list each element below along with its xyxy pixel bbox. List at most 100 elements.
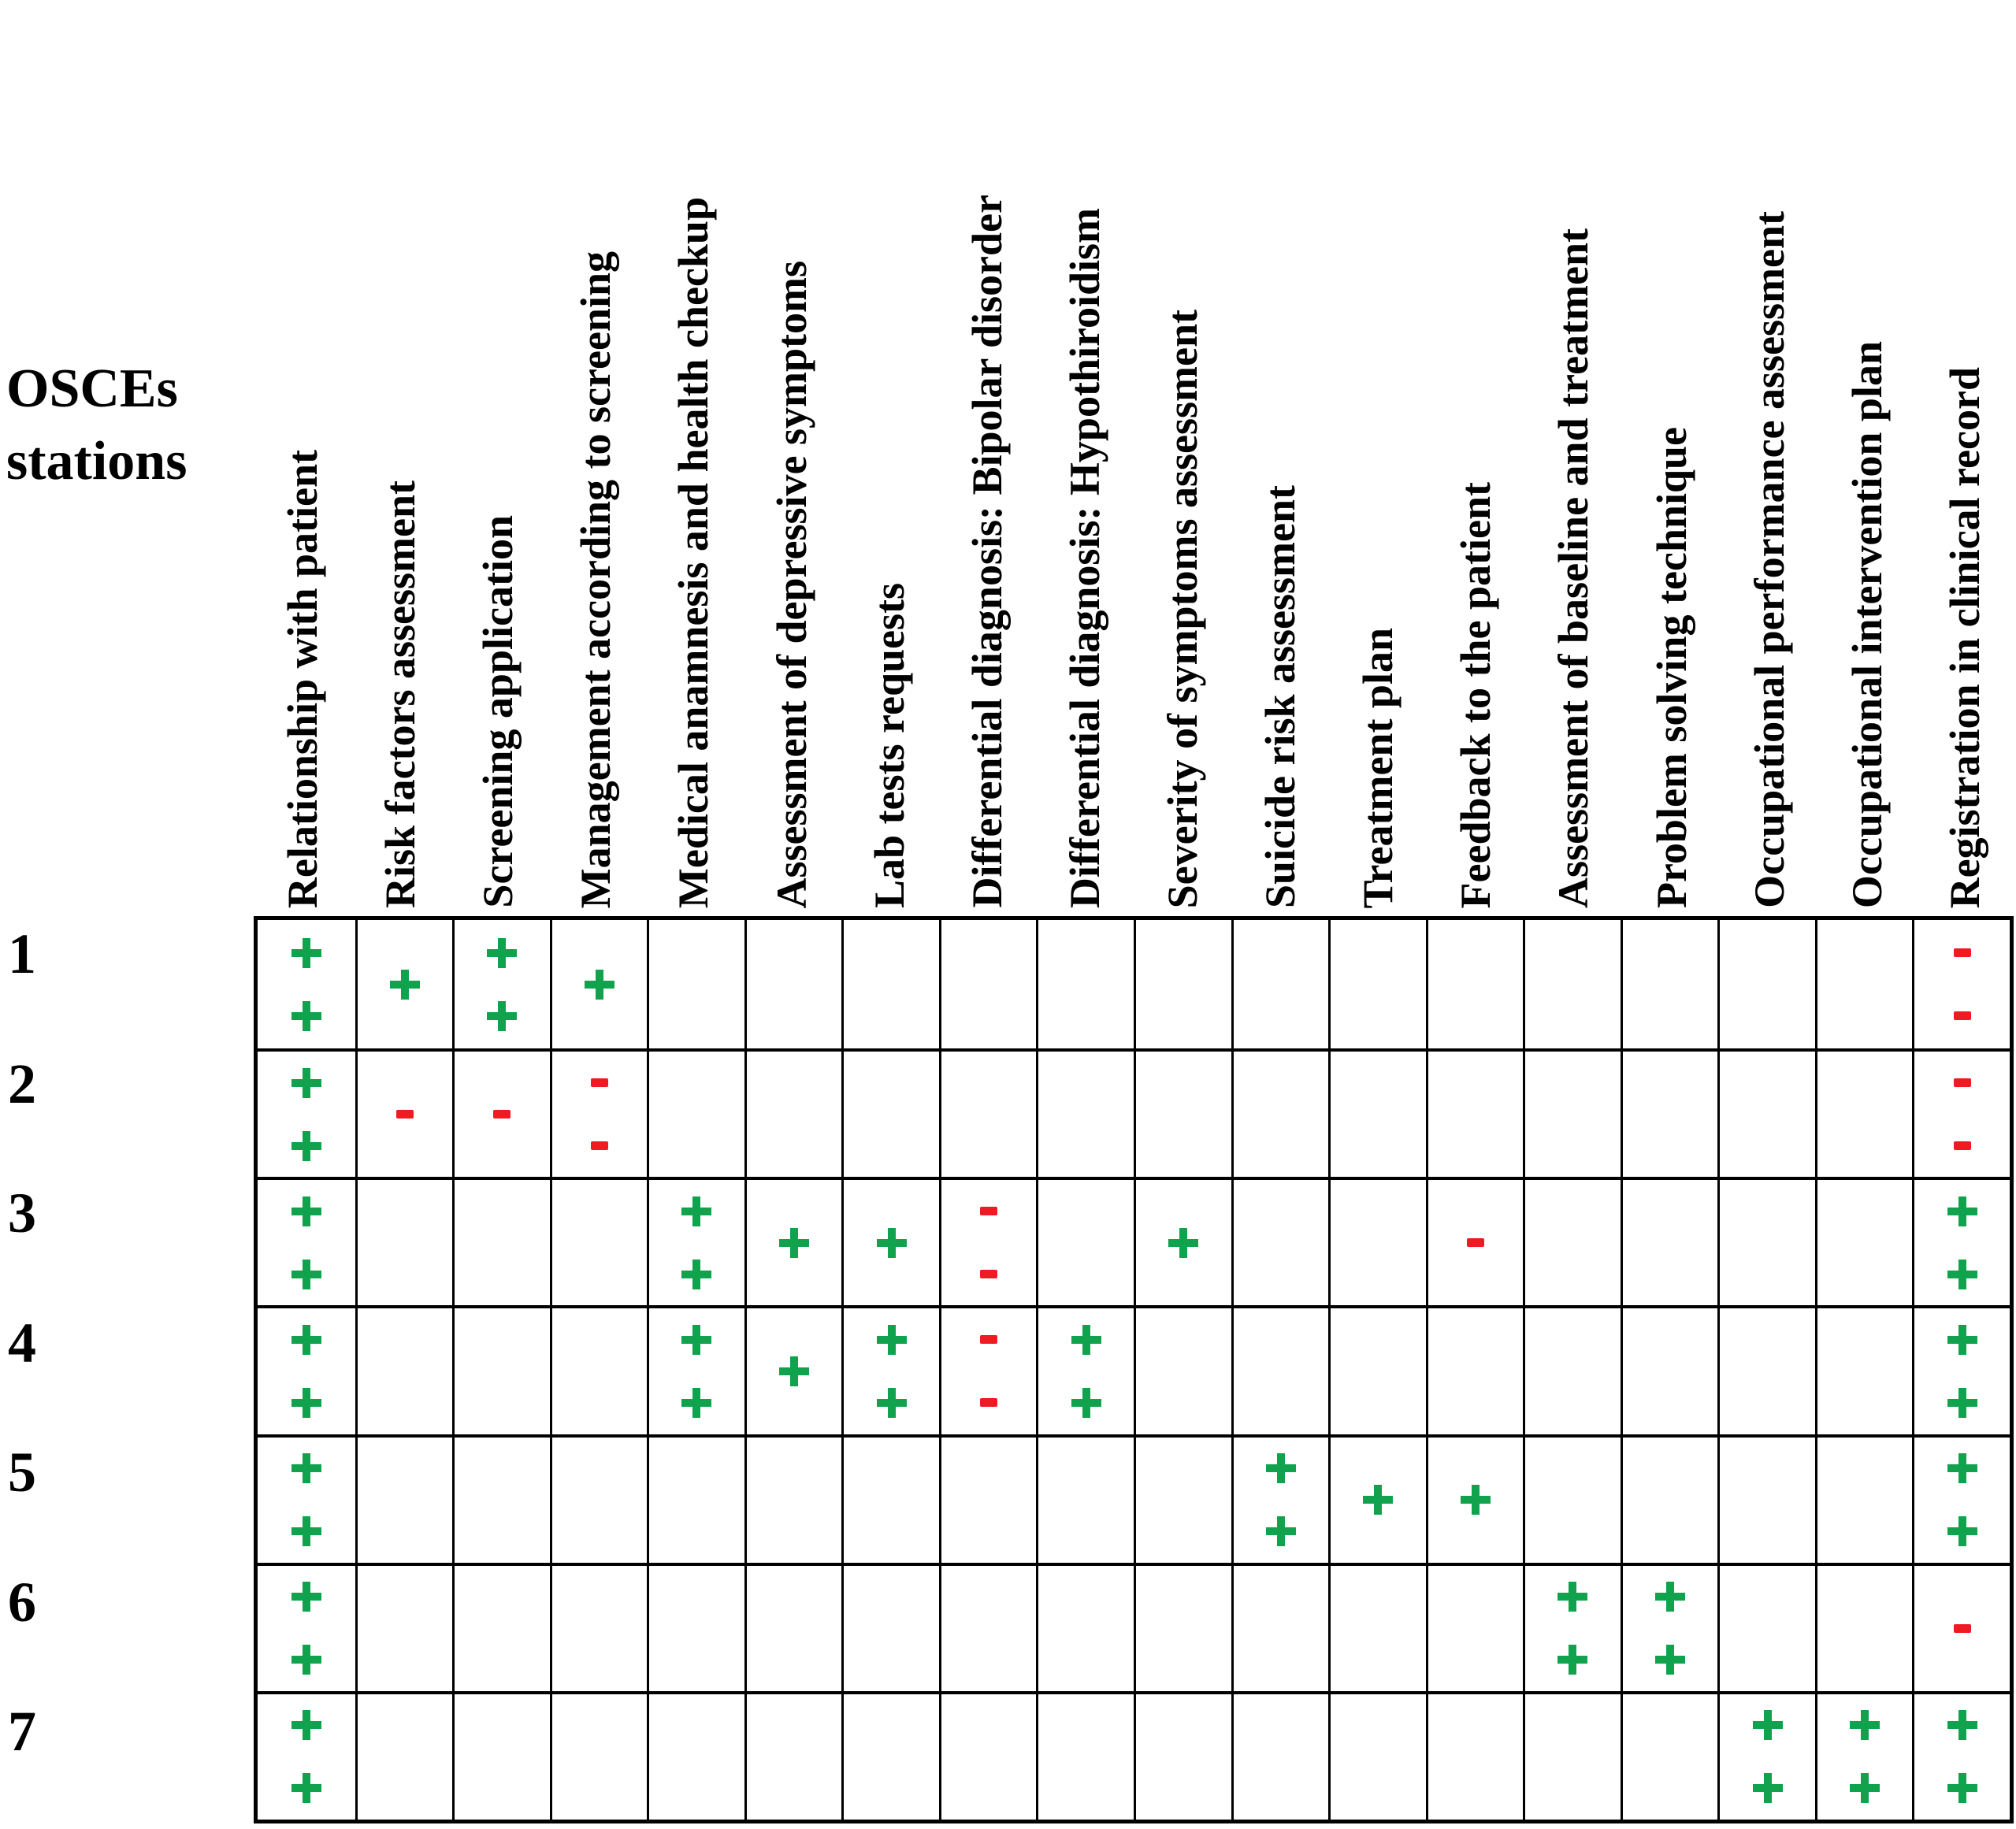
grid-cell (841, 1434, 939, 1563)
grid-cell (744, 1690, 842, 1820)
column-header-cell: Risk factors assessment (351, 0, 449, 916)
mark-box (1555, 1581, 1590, 1612)
plus-mark (681, 1387, 712, 1418)
column-header-label: Screening application (474, 515, 522, 908)
mark-box (1945, 1324, 1980, 1356)
plus-mark (1947, 1453, 1977, 1484)
grid-cell (355, 920, 453, 1049)
mark-box (679, 1196, 714, 1227)
grid-cell (452, 920, 550, 1049)
minus-mark (590, 1078, 608, 1088)
plus-mark (291, 1582, 321, 1612)
grid-cell (1328, 1562, 1426, 1691)
row-station-number: 2 (8, 1052, 36, 1115)
mark-box (1945, 1130, 1980, 1162)
mark-box (289, 1387, 324, 1419)
grid-cell (1036, 1690, 1134, 1820)
grid-cell (1328, 1305, 1426, 1434)
grid-cell (1328, 920, 1426, 1049)
plus-mark (1947, 1196, 1977, 1226)
plus-mark (1557, 1582, 1588, 1612)
grid-cell (1814, 1690, 1913, 1820)
grid-cell (938, 1562, 1037, 1691)
grid-cell (744, 1048, 842, 1178)
column-header-cell: Differential diagnosis: Hypothiroidism (1036, 0, 1134, 916)
grid-cell (1814, 1434, 1913, 1563)
grid-cell (452, 1305, 550, 1434)
grid-cell (549, 1048, 648, 1178)
plus-mark (291, 937, 321, 968)
plus-mark (584, 969, 614, 1000)
minus-mark (395, 1110, 414, 1119)
column-header-label: Severity of symptoms assessment (1159, 309, 1207, 908)
mark-box (1751, 1772, 1785, 1804)
plus-mark (389, 969, 420, 1000)
plus-mark (291, 1710, 321, 1741)
column-header-label: Risk factors assessment (377, 480, 425, 908)
plus-mark (1947, 1387, 1977, 1418)
mark-box (1361, 1484, 1395, 1516)
plus-mark (291, 1324, 321, 1355)
mark-box (1945, 1709, 1980, 1741)
mark-box (874, 1324, 909, 1356)
grid-cell (841, 1048, 939, 1178)
column-headers: Relationship with patient Risk factors as… (254, 0, 2014, 916)
mark-box (971, 1196, 1006, 1227)
mark-box (874, 1387, 909, 1419)
grid-cell (1912, 1434, 2010, 1563)
grid-cell (1231, 1177, 1329, 1306)
minus-mark (1953, 1623, 1971, 1633)
grid-cell (452, 1048, 550, 1178)
grid-cell (1036, 1562, 1134, 1691)
grid-cell (647, 1562, 744, 1691)
grid-cell (1717, 1434, 1815, 1563)
grid-cell (1231, 1690, 1329, 1820)
grid-cell (1814, 1562, 1913, 1691)
mark-box (1653, 1581, 1687, 1612)
column-header-cell: Problem solving technique (1623, 0, 1721, 916)
minus-mark (980, 1270, 998, 1279)
grid-cell (1620, 920, 1718, 1049)
mark-box (388, 1099, 422, 1130)
column-header-cell: Feedback to the patient (1427, 0, 1524, 916)
plus-mark (487, 1000, 518, 1031)
grid-cell (1231, 1305, 1329, 1434)
grid-cell (744, 1562, 842, 1691)
mark-box (289, 937, 324, 969)
mark-box (582, 1067, 617, 1099)
grid-cell (1231, 1048, 1329, 1178)
column-header-cell: Occupational performance assessment (1721, 0, 1818, 916)
corner-label: OSCEs stations (6, 353, 187, 499)
column-header-cell: Lab tests requests (841, 0, 938, 916)
grid-cell (1814, 920, 1913, 1049)
grid-cell (1717, 1177, 1815, 1306)
grid-cell (647, 1690, 744, 1820)
column-header-cell: Occupational intervention plan (1818, 0, 1916, 916)
grid-cell (1620, 1177, 1718, 1306)
grid-cell (938, 1048, 1037, 1178)
plus-mark (291, 1130, 321, 1161)
grid-cell (549, 1562, 648, 1691)
mark-box (1751, 1709, 1785, 1741)
grid-cell (744, 920, 842, 1049)
plus-mark (1850, 1773, 1880, 1804)
grid-cell (647, 1177, 744, 1306)
column-header-cell: Medical anamnesis and health checkup (644, 0, 742, 916)
grid-cell (1620, 1562, 1718, 1691)
grid-cell (452, 1690, 550, 1820)
column-header-label: Treatment plan (1354, 627, 1402, 908)
grid-cell (1717, 1048, 1815, 1178)
plus-mark (681, 1259, 712, 1289)
grid-cell (355, 1305, 453, 1434)
plus-mark (1947, 1324, 1977, 1355)
corner-label-line2: stations (6, 431, 187, 492)
mark-box (289, 1196, 324, 1227)
column-header-label: Suicide risk assessment (1257, 484, 1305, 908)
column-header-label: Problem solving technique (1647, 426, 1695, 908)
row-station-number: 7 (8, 1700, 36, 1764)
marks-grid (254, 916, 2014, 1823)
plus-mark (291, 1516, 321, 1547)
plus-mark (681, 1324, 712, 1355)
grid-cell (1523, 1305, 1621, 1434)
minus-mark (1953, 1078, 1971, 1088)
